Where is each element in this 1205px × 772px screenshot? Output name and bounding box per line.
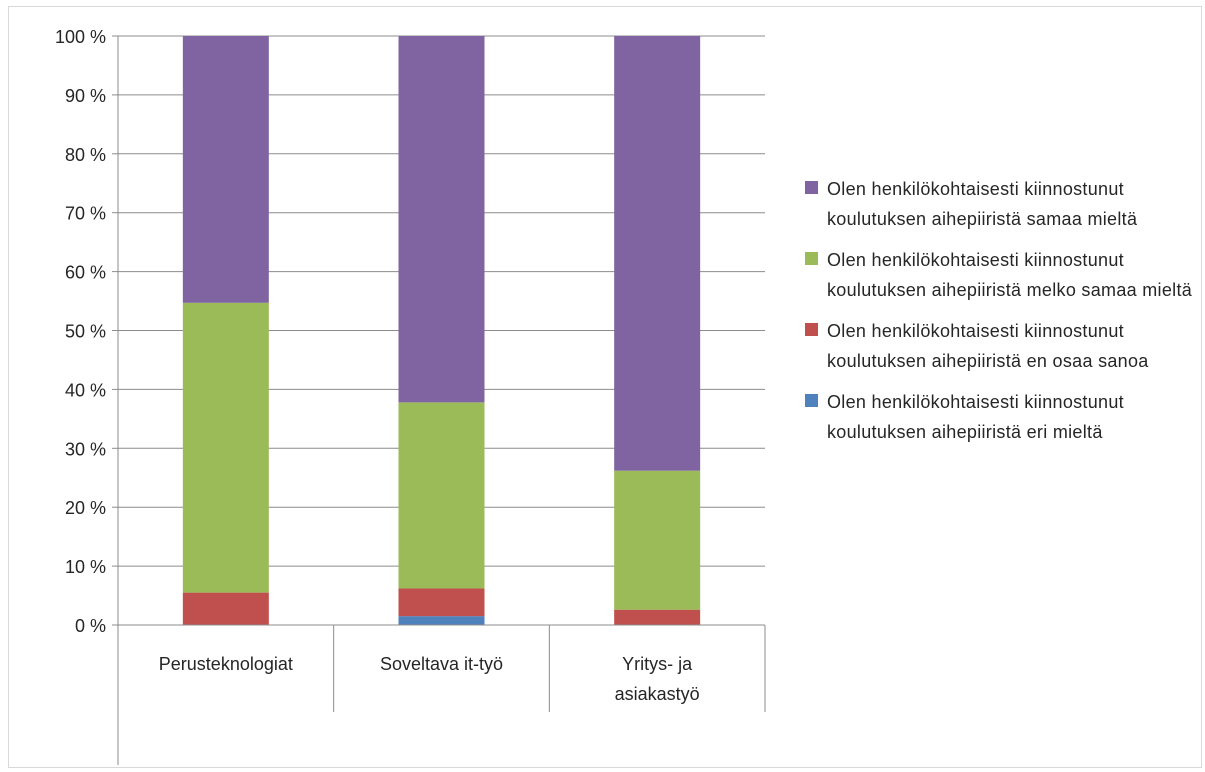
bar-segment	[398, 402, 485, 589]
legend-swatch	[805, 252, 818, 265]
axes	[112, 35, 766, 765]
legend: Olen henkilökohtaisesti kiinnostunut kou…	[805, 174, 1195, 458]
x-axis-category-labels: Perusteknologiat Soveltava it-työ Yritys- …	[159, 654, 700, 704]
y-tick-label: 20 %	[65, 498, 106, 518]
legend-label: Olen henkilökohtaisesti kiinnostunut kou…	[827, 179, 1138, 229]
y-tick-label: 90 %	[65, 86, 106, 106]
legend-item-samaa-mielta: Olen henkilökohtaisesti kiinnostunut kou…	[805, 174, 1195, 234]
legend-label: Olen henkilökohtaisesti kiinnostunut kou…	[827, 392, 1124, 442]
y-tick-label: 50 %	[65, 322, 106, 342]
y-axis-tick-labels: 0 % 10 % 20 % 30 % 40 % 50 % 60 % 70 % 80 % 90 % 1…	[55, 27, 106, 636]
y-tick-label: 40 %	[65, 380, 106, 400]
bar-segment	[398, 36, 485, 403]
bar-segment	[182, 36, 269, 303]
legend-label: Olen henkilökohtaisesti kiinnostunut kou…	[827, 250, 1193, 300]
legend-label: Olen henkilökohtaisesti kiinnostunut kou…	[827, 321, 1149, 371]
legend-swatch	[805, 394, 818, 407]
y-tick-label: 70 %	[65, 204, 106, 224]
legend-swatch	[805, 181, 818, 194]
bar-segment	[614, 609, 701, 625]
bar-segment	[182, 302, 269, 593]
y-tick-label: 80 %	[65, 145, 106, 165]
bars	[182, 36, 701, 625]
bar-segment	[182, 592, 269, 625]
bar-segment	[614, 470, 701, 610]
x-category-label: Soveltava it-työ	[380, 654, 503, 674]
y-tick-label: 10 %	[65, 557, 106, 577]
legend-item-en-osaa-sanoa: Olen henkilökohtaisesti kiinnostunut kou…	[805, 316, 1195, 376]
legend-item-melko-samaa-mielta: Olen henkilökohtaisesti kiinnostunut kou…	[805, 245, 1195, 305]
y-tick-label: 0 %	[75, 616, 106, 636]
y-tick-label: 30 %	[65, 439, 106, 459]
y-tick-label: 60 %	[65, 263, 106, 283]
x-category-label: asiakastyö	[615, 684, 700, 704]
legend-item-eri-mielta: Olen henkilökohtaisesti kiinnostunut kou…	[805, 387, 1195, 447]
bar-segment	[398, 588, 485, 617]
bar-segment	[398, 616, 485, 625]
bar-segment	[614, 36, 701, 471]
x-category-label: Perusteknologiat	[159, 654, 293, 674]
legend-swatch	[805, 323, 818, 336]
x-category-label: Yritys- ja	[622, 654, 693, 674]
y-tick-label: 100 %	[55, 27, 106, 47]
